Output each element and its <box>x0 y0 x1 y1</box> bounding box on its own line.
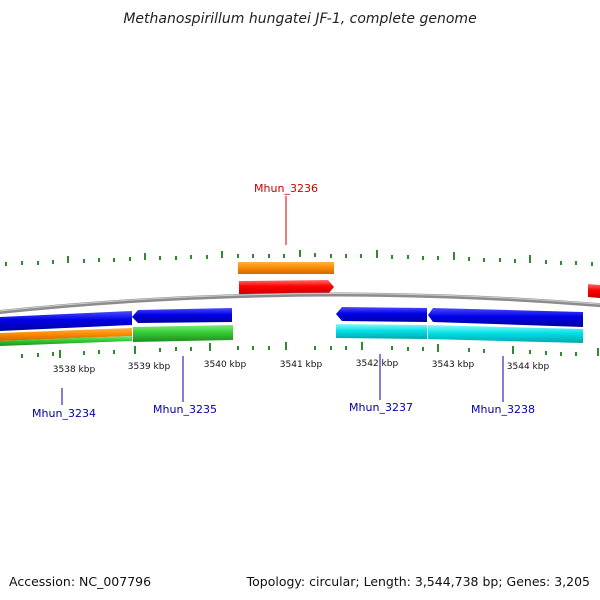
gene-feature-mhun-3236[interactable] <box>239 280 334 294</box>
tick-label-3544: 3544 kbp <box>507 362 550 372</box>
reverse-features <box>0 307 583 346</box>
gene-feature-mhun-3234-orange[interactable] <box>0 328 132 341</box>
tick-label-3543: 3543 kbp <box>432 360 475 370</box>
gene-leader-lines <box>61 196 504 405</box>
gene-feature-mhun-3237[interactable] <box>336 324 427 339</box>
cds-feature-mhun-3236[interactable] <box>238 262 334 274</box>
genome-backbone-highlight <box>0 293 600 312</box>
tick-label-3542: 3542 kbp <box>356 359 399 369</box>
upper-tick-row <box>5 250 593 266</box>
map-title: Methanospirillum hungatei JF-1, complete… <box>123 11 476 27</box>
tick-label-3539: 3539 kbp <box>128 362 171 372</box>
gene-label-mhun-3238[interactable]: Mhun_3238 <box>471 403 535 416</box>
gene-label-mhun-3237[interactable]: Mhun_3237 <box>349 401 413 414</box>
tick-label-3540: 3540 kbp <box>204 360 247 370</box>
tick-label-3541: 3541 kbp <box>280 360 323 370</box>
cds-feature-mhun-3235[interactable] <box>132 308 232 323</box>
gene-feature-mhun-3235[interactable] <box>133 325 233 342</box>
cds-feature-mhun-3234[interactable] <box>0 311 132 331</box>
cds-feature-mhun-3238[interactable] <box>428 308 583 327</box>
tick-labels: 3538 kbp 3539 kbp 3540 kbp 3541 kbp 3542… <box>53 359 550 375</box>
gene-feature-mhun-3234-green[interactable] <box>0 336 132 346</box>
lower-tick-row <box>21 342 599 358</box>
gene-label-mhun-3235[interactable]: Mhun_3235 <box>153 403 217 416</box>
gene-labels: Mhun_3236 Mhun_3234 Mhun_3235 Mhun_3237 … <box>32 182 535 420</box>
gene-label-mhun-3236[interactable]: Mhun_3236 <box>254 182 318 195</box>
cds-feature-mhun-3237[interactable] <box>336 307 427 322</box>
genome-backbone <box>0 292 600 314</box>
forward-features <box>238 262 600 298</box>
gene-feature-mhun-3238[interactable] <box>428 325 583 343</box>
genome-summary-text: Topology: circular; Length: 3,544,738 bp… <box>246 574 590 589</box>
tick-label-3538: 3538 kbp <box>53 365 96 375</box>
gene-label-mhun-3234[interactable]: Mhun_3234 <box>32 407 96 420</box>
accession-text: Accession: NC_007796 <box>9 574 151 589</box>
gene-feature-offscreen-right[interactable] <box>588 284 600 298</box>
